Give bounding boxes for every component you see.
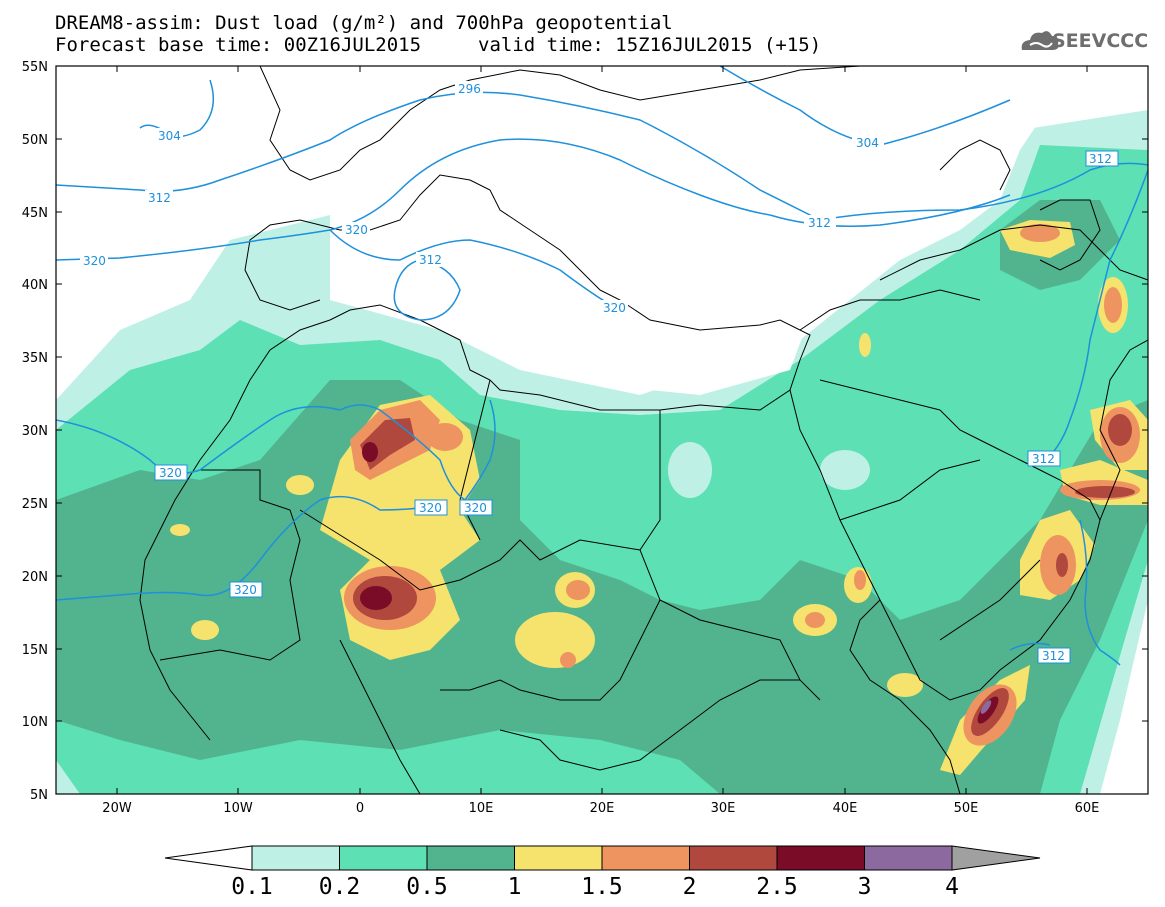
svg-text:40E: 40E	[833, 801, 858, 816]
colorbar-cell	[689, 845, 778, 871]
svg-text:55N: 55N	[22, 60, 48, 75]
colorbar-cell	[601, 845, 690, 871]
colorbar-cell	[339, 845, 428, 871]
svg-text:30E: 30E	[711, 801, 736, 816]
cloud-icon	[1021, 31, 1059, 50]
svg-text:320: 320	[419, 501, 442, 515]
colorbar-cell	[514, 845, 603, 871]
colorbar-over	[951, 845, 1041, 871]
svg-text:320: 320	[345, 223, 368, 237]
svg-text:304: 304	[856, 136, 879, 150]
svg-text:40N: 40N	[22, 278, 48, 293]
svg-text:312: 312	[1032, 452, 1055, 466]
dust-band-0.5	[56, 380, 1148, 794]
dust-band-3	[980, 700, 992, 714]
svg-text:50N: 50N	[22, 133, 48, 148]
contour-labels: 296 304 312 320 320 312 304 312 312 320 …	[83, 82, 1119, 664]
svg-text:320: 320	[83, 254, 106, 268]
svg-text:20W: 20W	[102, 801, 132, 816]
geopotential-contours	[56, 66, 1148, 666]
logo-text: SEEVCCC	[1052, 30, 1149, 52]
map-title: DREAM8-assim: Dust load (g/m²) and 700hP…	[55, 12, 673, 34]
svg-text:312: 312	[148, 191, 171, 205]
coastlines	[139, 66, 1148, 794]
svg-text:5N: 5N	[30, 788, 48, 803]
svg-text:45N: 45N	[22, 206, 48, 221]
lat-axis: 55N 50N 45N 40N 35N 30N 25N 20N 15N 10N …	[22, 60, 1148, 803]
svg-text:10W: 10W	[223, 801, 253, 816]
svg-text:25N: 25N	[22, 497, 48, 512]
svg-text:296: 296	[458, 82, 481, 96]
svg-text:50E: 50E	[954, 801, 979, 816]
svg-text:320: 320	[464, 501, 487, 515]
colorbar-label: 2.5	[756, 874, 798, 900]
colorbar-cell	[251, 845, 340, 871]
forecast-base-time: Forecast base time: 00Z16JUL2015	[55, 34, 422, 56]
colorbar-label: 4	[945, 874, 959, 900]
colorbar-cell	[426, 845, 515, 871]
colorbar-under	[164, 845, 253, 871]
svg-text:320: 320	[234, 583, 257, 597]
svg-text:60E: 60E	[1075, 801, 1100, 816]
colorbar: 0.1 0.2 0.5 1 1.5 2 2.5 3 4	[164, 845, 1041, 900]
svg-text:15N: 15N	[22, 643, 48, 658]
colorbar-label: 0.1	[231, 874, 273, 900]
valid-time: valid time: 15Z16JUL2015 (+15)	[478, 34, 822, 56]
svg-text:20E: 20E	[590, 801, 615, 816]
dust-band-2.5	[360, 586, 392, 610]
lon-axis: 20W 10W 0 10E 20E 30E 40E 50E 60E	[102, 66, 1099, 816]
colorbar-label: 2	[683, 874, 697, 900]
svg-text:312: 312	[1089, 152, 1112, 166]
svg-text:320: 320	[159, 466, 182, 480]
svg-text:312: 312	[1042, 649, 1065, 663]
colorbar-label: 1	[508, 874, 522, 900]
svg-text:312: 312	[419, 253, 442, 267]
colorbar-cell	[864, 845, 953, 871]
colorbar-label: 0.2	[319, 874, 361, 900]
svg-text:320: 320	[603, 301, 626, 315]
colorbar-label: 3	[858, 874, 872, 900]
svg-text:20N: 20N	[22, 570, 48, 585]
colorbar-cell	[776, 845, 865, 871]
dust-field	[56, 66, 1148, 794]
colorbar-label: 0.5	[406, 874, 448, 900]
svg-text:10N: 10N	[22, 715, 48, 730]
svg-text:0: 0	[356, 801, 364, 816]
svg-text:30N: 30N	[22, 424, 48, 439]
svg-text:312: 312	[808, 216, 831, 230]
colorbar-label: 1.5	[581, 874, 623, 900]
svg-text:10E: 10E	[469, 801, 494, 816]
svg-text:304: 304	[158, 129, 181, 143]
svg-text:35N: 35N	[22, 351, 48, 366]
